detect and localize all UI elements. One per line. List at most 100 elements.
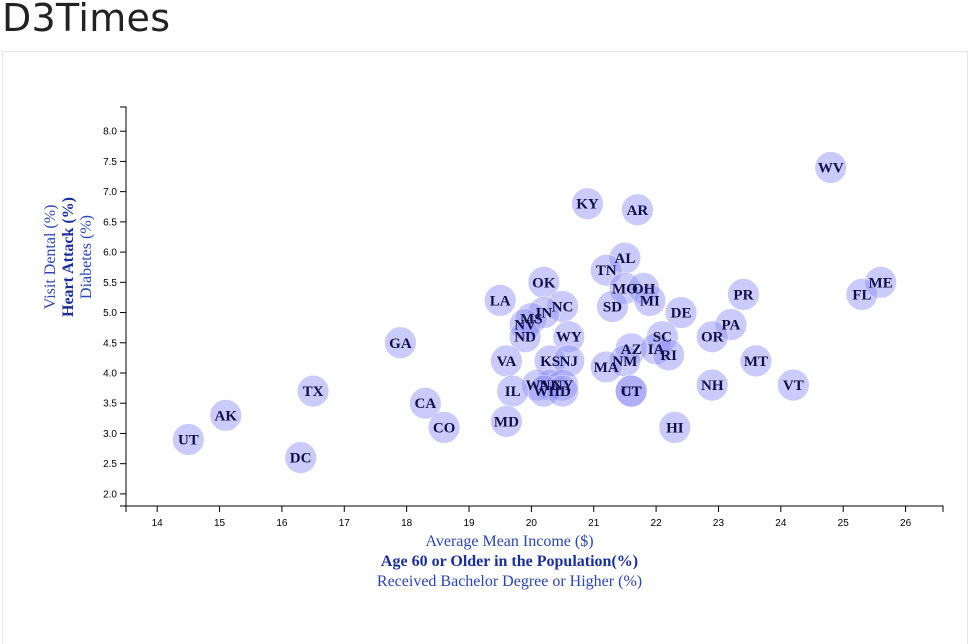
state-circle-ut[interactable] — [614, 374, 648, 408]
x-axis-title-1[interactable]: Age 60 or Older in the Population(%) — [381, 553, 638, 570]
y-tick: 8.0 — [103, 127, 126, 138]
state-label-ct: CT — [621, 384, 642, 400]
state-label-ne: NE — [540, 378, 561, 394]
state-label-ms: MS — [520, 312, 543, 328]
state-label-ak: AK — [215, 408, 238, 424]
state-circle-hi[interactable] — [658, 411, 692, 444]
state-circle-wy[interactable] — [552, 320, 586, 354]
state-circle-wv[interactable] — [814, 151, 848, 184]
state-circle-mi[interactable] — [633, 284, 667, 317]
state-circle-nj[interactable] — [552, 344, 586, 378]
state-circle-or[interactable] — [695, 320, 729, 354]
state-circle-co[interactable] — [427, 411, 461, 444]
state-circle-fl[interactable] — [845, 278, 879, 311]
state-label-ut: UT — [621, 384, 642, 400]
state-circle-mo[interactable] — [608, 271, 642, 305]
state-circle-de[interactable] — [664, 296, 698, 329]
y-tick: 5.0 — [103, 308, 126, 319]
y-tick-label: 4.0 — [103, 369, 117, 380]
state-circle-az[interactable] — [614, 332, 648, 366]
state-circle-ar[interactable] — [621, 193, 654, 227]
y-tick: 3.0 — [103, 429, 126, 440]
state-label-ar: AR — [627, 203, 649, 219]
state-circle-ma[interactable] — [589, 350, 623, 384]
x-tick-label: 24 — [775, 518, 787, 529]
state-circle-ms[interactable] — [514, 302, 548, 335]
state-circle-ak[interactable] — [209, 398, 243, 432]
state-circle-nm[interactable] — [608, 344, 642, 378]
state-circle-dc[interactable] — [284, 441, 318, 475]
x-tick: 25 — [838, 506, 850, 529]
state-circle-in[interactable] — [527, 296, 561, 329]
y-tick: 5.5 — [103, 278, 126, 289]
state-circle-ia[interactable] — [639, 332, 673, 366]
state-circle-ca[interactable] — [408, 386, 442, 420]
state-label-ks: KS — [540, 354, 560, 370]
state-label-mo: MO — [612, 281, 638, 297]
state-label-ri: RI — [660, 348, 677, 364]
state-circle-tx[interactable] — [296, 374, 330, 408]
state-circle-ne[interactable] — [533, 368, 567, 402]
state-circle-tn[interactable] — [589, 253, 623, 287]
state-label-sc: SC — [653, 330, 672, 346]
y-tick: 2.0 — [103, 489, 126, 500]
state-circle-wi[interactable] — [527, 374, 561, 408]
x-tick-label: 15 — [214, 518, 226, 529]
x-axis-title-2[interactable]: Received Bachelor Degree or Higher (%) — [377, 573, 642, 590]
state-label-ia: IA — [648, 342, 665, 358]
state-circle-id[interactable] — [546, 374, 579, 408]
state-circle-va[interactable] — [490, 344, 523, 378]
state-circle-wa[interactable] — [521, 368, 555, 402]
y-tick-label: 5.0 — [103, 308, 117, 319]
state-circle-al[interactable] — [608, 241, 642, 275]
state-circle-ri[interactable] — [652, 338, 685, 372]
x-axis-title-0[interactable]: Average Mean Income ($) — [425, 533, 593, 550]
state-circle-nc[interactable] — [546, 290, 579, 323]
state-circle-il[interactable] — [496, 374, 530, 408]
state-label-ky: KY — [576, 197, 599, 213]
state-circle-ok[interactable] — [527, 265, 561, 299]
x-axis: 14 15 16 17 18 19 20 21 22 23 24 25 26 — [125, 505, 944, 529]
x-tick-label: 14 — [152, 518, 164, 529]
state-circle-ky[interactable] — [571, 187, 604, 221]
state-circle-ut[interactable] — [171, 423, 205, 456]
x-tick: 24 — [775, 506, 787, 529]
x-tick: 19 — [463, 506, 475, 529]
state-circle-la[interactable] — [483, 284, 517, 317]
state-circle-nd[interactable] — [508, 320, 542, 354]
state-label-tx: TX — [303, 384, 324, 400]
state-label-az: AZ — [621, 342, 642, 358]
state-circle-oh[interactable] — [627, 271, 661, 305]
state-label-pr: PR — [733, 287, 753, 303]
state-circle-ny[interactable] — [546, 368, 579, 402]
state-circle-ks[interactable] — [533, 344, 567, 378]
state-label-ma: MA — [594, 360, 619, 376]
state-circle-sd[interactable] — [596, 290, 629, 323]
state-circle-pa[interactable] — [714, 308, 748, 342]
state-label-il: IL — [505, 384, 521, 400]
state-label-id: ID — [554, 384, 571, 400]
state-circle-nh[interactable] — [695, 368, 729, 402]
state-label-sd: SD — [603, 300, 622, 316]
state-circle-ct[interactable] — [614, 374, 648, 408]
x-tick-label: 25 — [838, 518, 850, 529]
state-label-nv: NV — [514, 318, 536, 334]
state-circle-pr[interactable] — [727, 278, 760, 311]
state-label-nh: NH — [701, 378, 724, 394]
x-tick-label: 22 — [651, 518, 663, 529]
state-circle-md[interactable] — [490, 404, 523, 438]
state-circle-ga[interactable] — [384, 326, 417, 360]
y-tick-label: 3.0 — [103, 429, 117, 440]
state-circle-me[interactable] — [864, 265, 898, 299]
y-axis-title-0[interactable]: Diabetes (%) — [78, 215, 95, 299]
state-label-nj: NJ — [560, 354, 579, 370]
y-axis-title-2[interactable]: Visit Dental (%) — [42, 205, 59, 310]
y-axis-title-1[interactable]: Heart Attack (%) — [60, 197, 77, 317]
state-label-ut: UT — [178, 433, 199, 449]
x-tick: 18 — [401, 506, 413, 529]
state-circle-mt[interactable] — [739, 344, 773, 378]
state-circle-vt[interactable] — [776, 368, 810, 402]
state-circle-sc[interactable] — [645, 320, 679, 354]
x-tick-label: 21 — [588, 518, 600, 529]
state-circle-nv[interactable] — [508, 308, 542, 342]
